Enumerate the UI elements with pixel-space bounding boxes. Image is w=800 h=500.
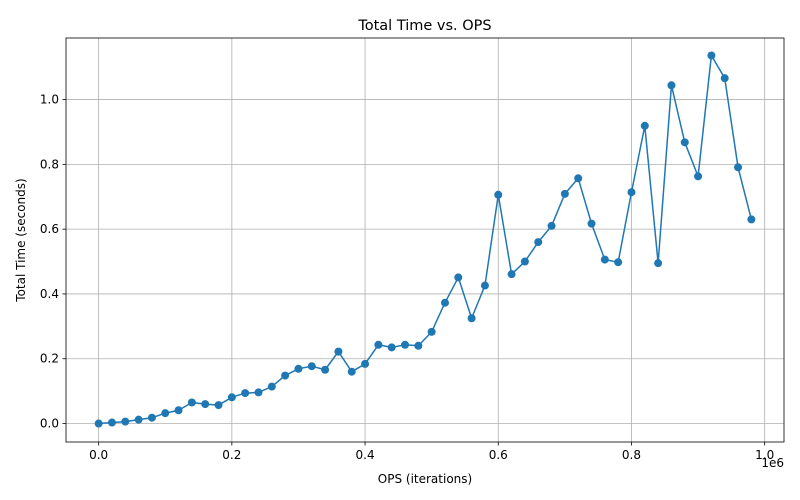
data-point (414, 341, 423, 350)
chart-title: Total Time vs. OPS (357, 18, 491, 34)
data-point (94, 419, 103, 428)
data-point (520, 257, 529, 266)
x-tick-label: 1.0 (755, 448, 774, 462)
data-point (187, 398, 196, 407)
data-point (401, 340, 410, 349)
data-point (480, 281, 489, 290)
data-point (640, 121, 649, 130)
data-point (147, 413, 156, 422)
data-point (334, 347, 343, 356)
x-axis-ticks: 0.0 0.2 0.4 0.6 0.8 1.0 (89, 442, 774, 462)
x-axis-offset-label: 1e6 (761, 456, 784, 470)
grid (66, 38, 784, 442)
x-tick-label: 0.6 (489, 448, 508, 462)
data-point (680, 138, 689, 147)
y-tick-label: 0.8 (40, 157, 59, 171)
data-point (600, 255, 609, 264)
y-tick-label: 0.4 (40, 287, 59, 301)
data-point (467, 314, 476, 323)
data-point (720, 74, 729, 83)
data-point (387, 343, 396, 352)
data-point (201, 400, 210, 409)
x-axis-label: OPS (iterations) (378, 472, 472, 486)
data-point (547, 221, 556, 230)
data-point (694, 172, 703, 181)
y-axis-label: Total Time (seconds) (14, 178, 28, 302)
data-point (361, 359, 370, 368)
data-point (227, 393, 236, 402)
data-point (707, 51, 716, 60)
x-tick-label: 0.4 (356, 448, 375, 462)
data-point (161, 409, 170, 418)
data-point (134, 415, 143, 424)
data-point (534, 238, 543, 247)
data-point (307, 362, 316, 371)
y-tick-label: 0.0 (40, 417, 59, 431)
data-point (294, 364, 303, 373)
data-point (494, 190, 503, 199)
y-tick-label: 1.0 (40, 93, 59, 107)
y-tick-label: 0.2 (40, 352, 59, 366)
data-point (281, 371, 290, 380)
data-point (627, 188, 636, 197)
data-point (440, 298, 449, 307)
data-point (254, 388, 263, 397)
data-point (574, 174, 583, 183)
data-point (654, 259, 663, 268)
data-point (321, 365, 330, 374)
data-point (587, 219, 596, 228)
data-point (667, 81, 676, 90)
data-point (747, 215, 756, 224)
data-point (734, 163, 743, 172)
data-point (374, 340, 383, 349)
data-point (454, 273, 463, 282)
data-point (121, 417, 130, 426)
series (94, 51, 756, 428)
y-axis-ticks: 0.0 0.2 0.4 0.6 0.8 1.0 (40, 93, 66, 431)
data-point (347, 367, 356, 376)
data-point (214, 401, 223, 410)
data-point (427, 327, 436, 336)
data-point (507, 270, 516, 279)
data-point (174, 406, 183, 415)
x-tick-label: 0.2 (222, 448, 241, 462)
y-tick-label: 0.6 (40, 222, 59, 236)
data-point (267, 382, 276, 391)
data-point (560, 189, 569, 198)
x-tick-label: 0.8 (622, 448, 641, 462)
data-point (107, 418, 116, 427)
data-point (614, 258, 623, 267)
plot-frame (65, 37, 785, 443)
x-tick-label: 0.0 (89, 448, 108, 462)
data-point (241, 389, 250, 398)
